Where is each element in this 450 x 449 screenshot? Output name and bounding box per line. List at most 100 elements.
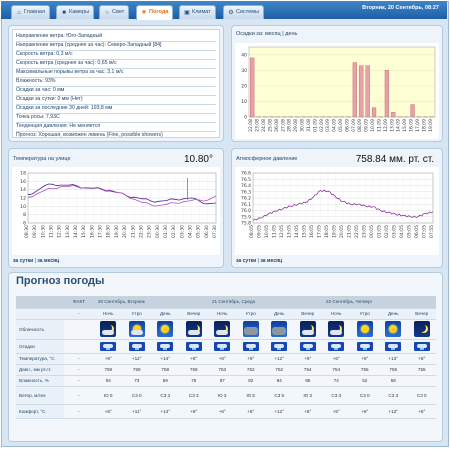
forecast-value-cell: С3 0 [350,386,379,405]
forecast-precip-cell [94,339,123,354]
tab-3[interactable]: ☀ Погода [136,5,174,20]
tab-1[interactable]: ■ Камеры [56,5,95,19]
press-xtick-label: 12:05 [279,225,285,238]
tab-4[interactable]: ▣ Климат [179,5,216,19]
temp-ytick-label: 10 [20,204,26,210]
row-label: Влажность, % [16,375,64,387]
forecast-value-cell: 84 [265,375,294,387]
press-ytick-label: 75.9 [241,214,251,220]
row-label: Комфорт, °С [16,404,64,419]
moon-icon [413,321,430,337]
press-ytick-label: 76.6 [241,171,251,177]
temp-xtick-label: 07:30 [212,225,218,238]
forecast-temp-row: Температура, °С - +8° +12° +14° +8° +6° +9° +12°… [16,353,436,365]
forecast-cloud-cell [322,319,351,340]
fact-cell: - [64,353,94,365]
temperature-title: Температура на улице [13,156,71,162]
temp-xtick-label: 18:30 [106,225,112,238]
temp-xtick-label: 16:30 [89,225,95,238]
forecast-value-cell: 58 [379,375,408,387]
forecast-value-cell: Ю 3 [293,386,322,405]
rain-ytick-label: 20 [241,83,247,89]
rain-xtick-label: 16.09 [409,119,415,132]
forecast-clouds-row: Облачность [16,319,436,340]
rain-link-day[interactable]: день [285,31,298,37]
temp-series-line [27,185,217,207]
condition-line: Скорость ветра (среднее за час): 0,65 м/… [16,60,117,66]
rain-icon [356,341,373,351]
temp-xtick-label: 12:30 [57,225,63,238]
rain-icon [214,341,231,351]
rain-bar [365,65,370,118]
fact-cell: - [64,364,94,376]
tab-0[interactable]: ⌂ Главная [11,5,50,19]
temperature-link-day[interactable]: за сутки [13,258,34,264]
forecast-cloud-cell [122,319,151,340]
rain-bar [359,65,364,118]
rain-bar [250,57,255,118]
condition-separator [16,104,216,105]
rain-bar [352,62,357,118]
rain-xtick-label: 03.09 [325,119,331,132]
temp-xtick-label: 01:30 [163,225,169,238]
rain-xtick-label: 07.09 [351,119,357,132]
cloud-icon [242,321,259,337]
temperature-link-separator: | [34,258,36,264]
rain-xtick-label: 22.08 [248,119,254,132]
forecast-precip-cell [179,339,208,354]
temp-xtick-label: 09:30 [32,225,38,238]
forecast-value-cell: 76 [179,375,208,387]
rain-plot-border [248,46,436,118]
temperature-link-month[interactable]: за месяц [37,258,60,264]
pressure-value: 758.84 мм. рт. ст. [355,154,434,165]
moon-cloud-icon [299,321,316,337]
forecast-precip-cell [379,339,408,354]
forecast-value-cell: Ю 5 [236,386,265,405]
rain-xtick-label: 11.09 [376,119,382,132]
rain-xtick-label: 13.09 [389,119,395,132]
rain-icon [413,341,430,351]
rain-bar [391,112,396,118]
press-xtick-label: 16:05 [309,225,315,238]
condition-separator [16,131,216,132]
press-xtick-label: 18:05 [324,225,330,238]
rain-xtick-label: 26.08 [274,119,280,132]
tab-5[interactable]: ⚙ Системы [223,5,265,19]
condition-separator [16,50,216,51]
press-xtick-label: 01:05 [377,225,383,238]
rain-xtick-label: 02.09 [319,119,325,132]
condition-separator [16,122,216,123]
press-xtick-label: 10:05 [264,225,270,238]
forecast-value-cell: 74 [322,375,351,387]
forecast-value-cell: С3 3 [379,386,408,405]
temp-xtick-label: 11:30 [49,225,55,238]
condition-line: Осадки за сутки: 0 мм (Нет) [16,96,83,102]
rain-ytick-label: 30 [241,68,247,74]
condition-line: Направление ветра: Юго-Западный [16,33,103,39]
rain-xtick-label: 23.08 [255,119,261,132]
forecast-period-label: Ночь [322,308,351,320]
rain-icon [185,341,202,351]
temp-xtick-label: 06:30 [204,225,210,238]
temp-xtick-label: 00:30 [155,225,161,238]
rain-title-label: Осадки за: [236,31,264,37]
rain-icon [385,341,402,351]
forecast-value-cell: +6° [322,353,351,365]
forecast-period-label: Утро [122,308,151,320]
pressure-link-day[interactable]: за сутки [236,258,257,264]
press-xtick-label: 08:05 [249,225,255,238]
rain-xtick-label: 06.09 [344,119,350,132]
temperature-panel: Температура на улице 10.80° 6 8 10 12 14 16 18… [8,148,224,268]
pressure-panel: Атмосферное давление 758.84 мм. рт. ст. … [231,148,443,268]
rain-plot-area [249,47,435,117]
temp-xtick-label: 21:30 [130,225,136,238]
tab-label: Главная [24,9,45,15]
condition-line: Тенденция давления: Не меняется [16,123,101,129]
condition-line: Точка росы: 7,93С [16,114,60,120]
forecast-precip-cell [322,339,351,354]
forecast-precip-cell [122,339,151,354]
tab-2[interactable]: ○ Свет [99,5,130,19]
pressure-link-month[interactable]: за месяц [260,258,283,264]
temp-ytick-label: 8 [23,212,26,218]
rain-link-month[interactable]: месяц [264,31,281,37]
